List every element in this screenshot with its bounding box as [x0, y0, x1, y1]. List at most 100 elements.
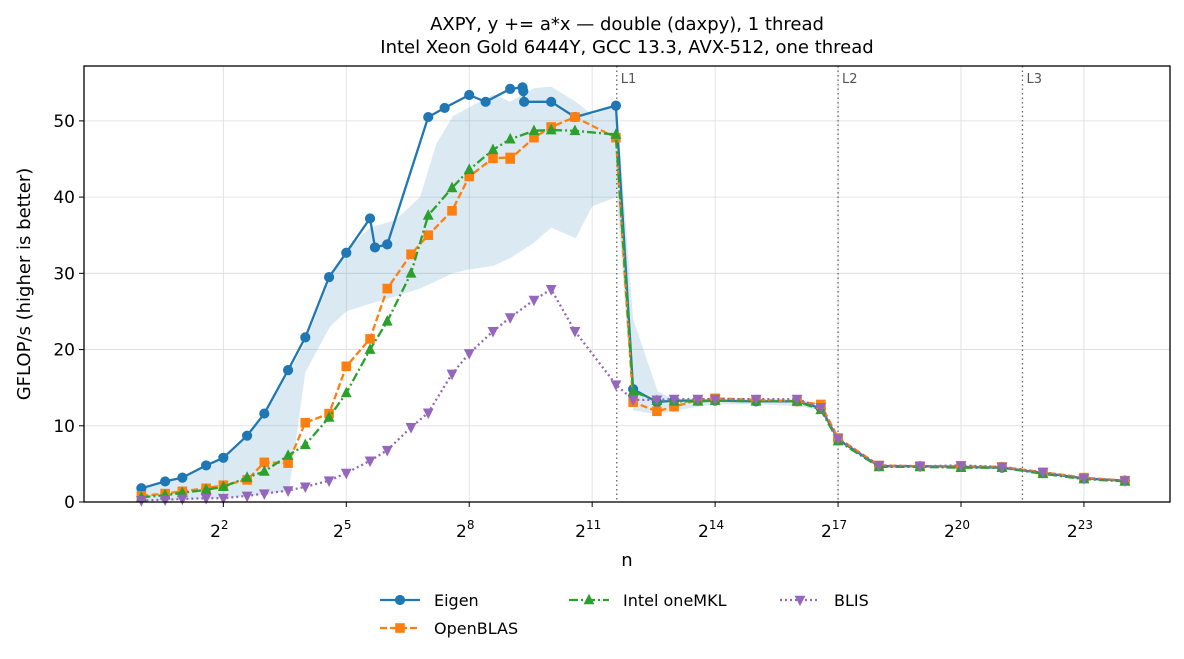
legend-marker-eigen: [394, 594, 406, 606]
legend-label-openblas: OpenBLAS: [434, 619, 518, 638]
chart-title-line-1: AXPY, y += a*x — double (daxpy), 1 threa…: [430, 14, 824, 35]
data-point-eigen: [160, 476, 171, 487]
data-point-intel-onemkl: [299, 438, 311, 450]
cache-label-l3: L3: [1026, 72, 1042, 87]
x-tick-label: 22: [210, 518, 228, 542]
data-point-eigen: [242, 430, 253, 441]
data-point-eigen: [519, 96, 530, 107]
data-point-openblas: [652, 406, 662, 417]
data-point-blis: [159, 495, 171, 507]
data-point-blis: [241, 491, 253, 503]
data-point-eigen: [201, 460, 212, 471]
x-tick-label: 25: [333, 518, 351, 542]
data-point-intel-onemkl: [545, 123, 557, 135]
data-point-intel-onemkl: [610, 128, 622, 139]
data-point-intel-onemkl: [200, 483, 212, 495]
data-point-openblas: [382, 283, 393, 294]
data-point-blis: [1037, 467, 1049, 479]
legend-marker-openblas: [395, 623, 405, 633]
data-point-blis: [815, 403, 827, 414]
data-point-eigen: [323, 272, 335, 283]
data-point-openblas: [488, 153, 498, 164]
data-point-blis: [200, 493, 212, 505]
x-tick-label: 217: [821, 518, 847, 542]
x-axis-title: n: [621, 550, 632, 571]
data-point-intel-onemkl: [463, 163, 475, 174]
data-point-openblas: [570, 112, 580, 122]
data-point-intel-onemkl: [504, 132, 516, 144]
data-point-intel-onemkl: [323, 411, 335, 422]
data-point-blis: [258, 489, 270, 500]
series-group: [135, 82, 1131, 507]
data-point-eigen: [464, 89, 475, 101]
data-point-openblas: [283, 458, 293, 468]
data-point-intel-onemkl: [487, 143, 499, 155]
data-point-eigen: [300, 332, 311, 343]
data-point-blis: [381, 445, 393, 457]
data-point-openblas: [406, 249, 416, 260]
data-point-blis: [323, 476, 335, 487]
data-point-intel-onemkl: [627, 385, 639, 396]
legend-marker-blis: [794, 595, 806, 607]
data-point-blis: [651, 395, 663, 407]
data-point-intel-onemkl: [405, 267, 417, 278]
data-point-blis: [668, 394, 680, 406]
data-point-blis: [1078, 474, 1090, 485]
y-axis-title: GFLOP/s (higher is better): [14, 168, 35, 401]
data-point-eigen: [546, 96, 557, 107]
x-tick-label: 211: [575, 518, 601, 542]
data-point-eigen: [518, 86, 529, 97]
data-point-blis: [750, 394, 762, 406]
data-point-eigen: [505, 83, 516, 94]
data-point-blis: [955, 461, 967, 472]
data-point-blis: [832, 434, 844, 446]
cache-label-l2: L2: [842, 72, 858, 87]
data-point-blis: [135, 496, 147, 507]
data-point-openblas: [423, 230, 434, 241]
x-tick-label: 28: [456, 518, 474, 542]
data-point-intel-onemkl: [217, 480, 229, 492]
data-point-blis: [217, 493, 229, 505]
data-point-openblas: [447, 206, 457, 216]
data-point-blis: [1119, 476, 1131, 487]
data-point-blis: [692, 394, 704, 406]
y-tick-label: 30: [53, 264, 75, 284]
data-point-openblas: [341, 361, 352, 372]
data-point-blis: [299, 482, 311, 494]
series-line-intel-onemkl: [141, 128, 1125, 499]
data-point-blis: [791, 394, 803, 406]
x-tick-label: 220: [944, 518, 970, 542]
data-point-blis: [914, 461, 926, 473]
series-blis: [135, 285, 1131, 507]
x-tick-label: 214: [698, 518, 724, 542]
data-point-blis: [569, 326, 581, 338]
data-point-eigen: [480, 96, 491, 107]
data-point-blis: [610, 380, 622, 391]
data-point-blis: [709, 394, 721, 406]
range-band-area: [141, 86, 1125, 502]
legend-item-blis: BLIS: [780, 591, 869, 610]
legend-item-eigen: Eigen: [380, 591, 479, 610]
data-point-intel-onemkl: [241, 471, 253, 482]
data-point-blis: [405, 423, 417, 434]
data-point-eigen: [341, 247, 352, 258]
data-point-eigen: [218, 452, 229, 463]
data-point-intel-onemkl: [364, 343, 376, 354]
data-point-intel-onemkl: [340, 386, 352, 398]
series-line-blis: [141, 288, 1125, 502]
legend: Eigen OpenBLAS Intel oneMKL BLIS: [380, 591, 869, 638]
y-tick-label: 50: [53, 112, 75, 132]
data-point-intel-onemkl: [258, 465, 270, 476]
data-point-openblas: [300, 417, 311, 428]
data-point-blis: [627, 395, 639, 407]
data-point-blis: [545, 285, 557, 296]
data-point-eigen: [423, 111, 434, 123]
x-axis-ticks: 22 25 28 211 214 217 220 223: [210, 502, 1093, 542]
data-point-intel-onemkl: [528, 124, 540, 136]
data-point-intel-onemkl: [569, 124, 581, 136]
data-point-eigen: [369, 242, 381, 253]
data-point-blis: [176, 494, 188, 506]
data-point-eigen: [282, 365, 294, 376]
y-tick-label: 20: [53, 341, 75, 361]
